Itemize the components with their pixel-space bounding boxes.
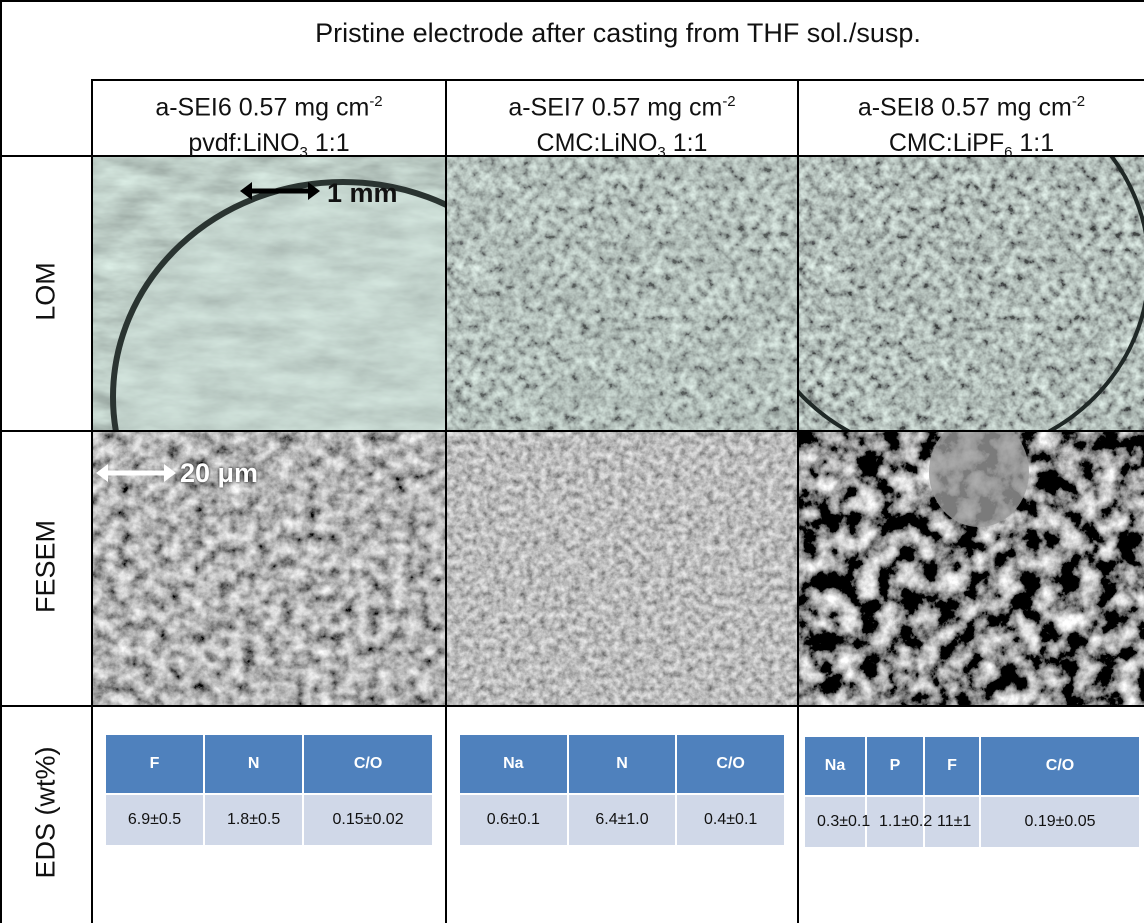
scale-bar-label: 1 mm (327, 178, 398, 208)
lom-image (93, 157, 445, 430)
scale-bar (96, 464, 176, 482)
row-label: LOM (30, 262, 61, 321)
text: C/O (979, 735, 1141, 797)
fesem-image (93, 432, 445, 705)
border (0, 430, 1144, 432)
eds-table: F N C/O 6.9±0.5 1.8±0.5 0.15±0.02 (103, 733, 434, 847)
text: 6.4±1.0 (566, 793, 678, 847)
text: a-SEI6 0.57 mg cm (155, 93, 370, 122)
text: 11±1 (923, 795, 981, 849)
column-title: a-SEI6 0.57 mg cm-2 pvdf:LiNO3 1:1 (93, 84, 445, 171)
border (797, 79, 799, 923)
text: 6.9±0.5 (103, 793, 206, 847)
text: -2 (369, 93, 383, 110)
fesem-image (799, 432, 1144, 705)
text: F (923, 735, 981, 797)
text: 3 (299, 144, 308, 162)
text: 1.8±0.5 (203, 793, 305, 847)
text: N (566, 733, 678, 795)
border (0, 0, 2, 923)
figure-title: Pristine electrode after casting from TH… (315, 18, 921, 48)
eds-table: Na P F C/O 0.3±0.1 1.1±0.2 11±1 0.19±0.05 (803, 735, 1141, 849)
lom-image (799, 157, 1144, 430)
border (445, 79, 447, 923)
lom-image (447, 157, 797, 430)
row-label: FESEM (30, 520, 61, 614)
text: 0.6±0.1 (458, 793, 569, 847)
fesem-image (447, 432, 797, 705)
text: C/O (302, 733, 434, 795)
text: 1.1±0.2 (865, 795, 932, 849)
scale-bar-label: 20 μm (180, 458, 259, 488)
text: CMC:LiNO (536, 129, 658, 158)
text: 0.4±0.1 (675, 793, 786, 847)
border (91, 79, 93, 923)
scale-bar (240, 182, 320, 200)
text: 0.15±0.02 (302, 793, 434, 847)
text: CMC:LiPF (888, 129, 1005, 158)
text: 3 (657, 144, 666, 162)
text: N (203, 733, 305, 795)
text: 1:1 (672, 129, 708, 158)
text: C/O (675, 733, 786, 795)
text: Na (458, 733, 569, 795)
border (0, 0, 1144, 2)
border (0, 155, 1144, 157)
column-title: a-SEI8 0.57 mg cm-2 CMC:LiPF6 1:1 (799, 84, 1144, 171)
border (0, 705, 1144, 707)
text: pvdf:LiNO (188, 129, 300, 158)
text: -2 (722, 93, 736, 110)
text: P (865, 735, 925, 797)
eds-table: Na N C/O 0.6±0.1 6.4±1.0 0.4±0.1 (458, 733, 786, 847)
text: Na (803, 735, 867, 797)
text: 1:1 (1019, 129, 1055, 158)
border (92, 79, 1144, 81)
text: 0.3±0.1 (803, 795, 870, 849)
text: a-SEI8 0.57 mg cm (857, 93, 1072, 122)
column-title: a-SEI7 0.57 mg cm-2 CMC:LiNO3 1:1 (447, 84, 797, 171)
text: 1:1 (314, 129, 350, 158)
text: F (103, 733, 206, 795)
row-label: EDS (wt%) (30, 746, 61, 879)
text: -2 (1071, 93, 1086, 110)
text: 6 (1004, 144, 1013, 162)
text: 0.19±0.05 (979, 795, 1141, 849)
text: a-SEI7 0.57 mg cm (508, 93, 723, 122)
